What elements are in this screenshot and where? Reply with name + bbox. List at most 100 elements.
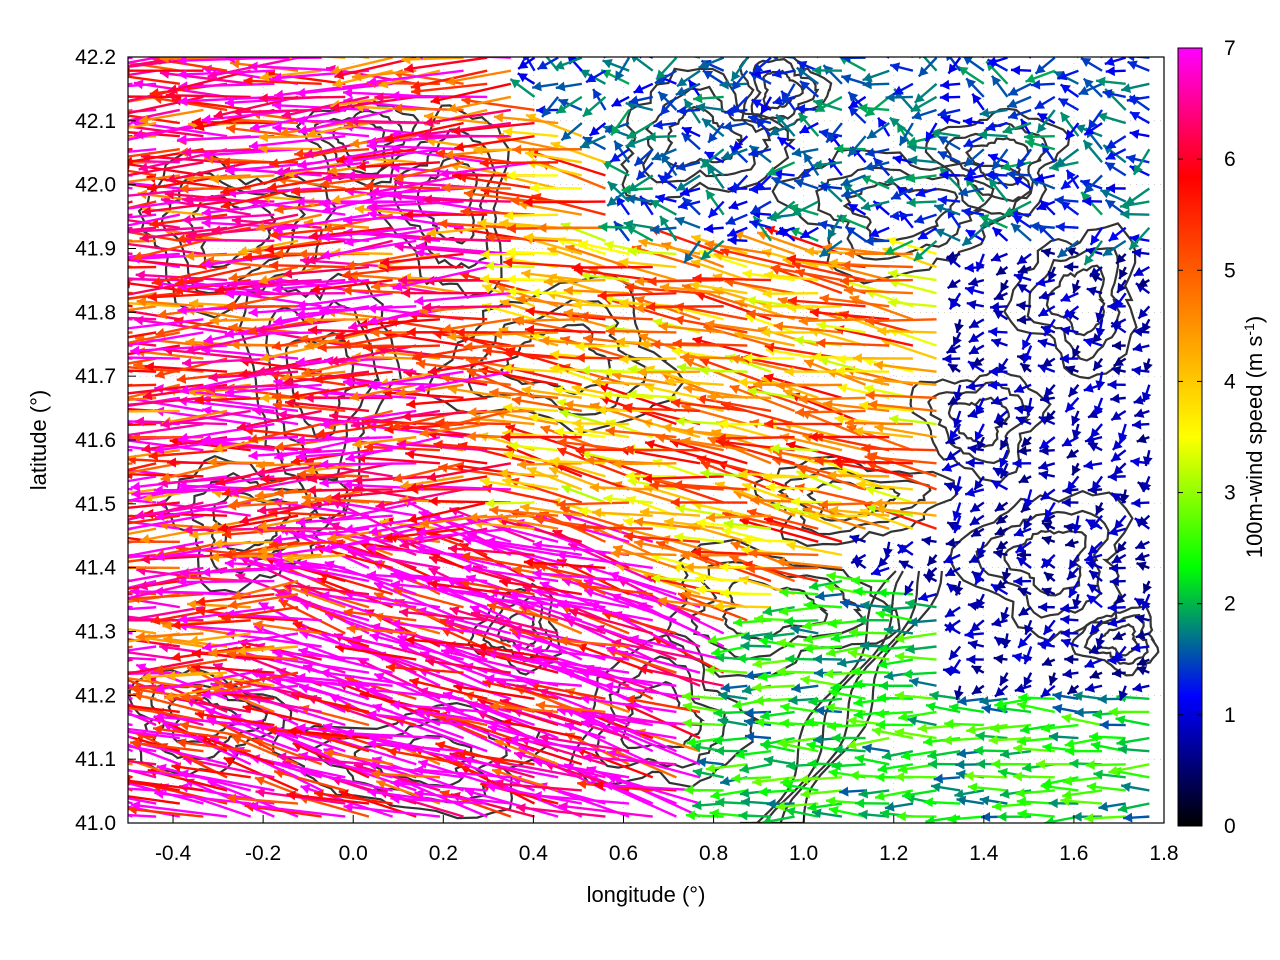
wind-vector-head <box>664 517 674 528</box>
wind-vector-head <box>807 802 817 813</box>
wind-vector-shaft <box>399 475 464 488</box>
wind-vector-head <box>879 808 890 819</box>
wind-vector-head <box>1040 393 1050 404</box>
wind-vector-head <box>994 526 1006 536</box>
wind-vector-head <box>603 493 613 504</box>
wind-vector-shaft <box>739 518 819 543</box>
wind-vector-shaft <box>605 646 701 674</box>
wind-vector-head <box>875 791 885 801</box>
wind-vector-head <box>1040 490 1051 500</box>
wind-vector-head <box>1013 743 1023 754</box>
wind-vector-shaft <box>554 462 630 491</box>
wind-vector-head <box>674 532 684 543</box>
wind-vector-shaft <box>128 439 204 452</box>
terrain-contour <box>975 509 1110 619</box>
wind-vector-head <box>786 541 797 551</box>
wind-vector-head <box>851 554 862 564</box>
wind-vector-head <box>898 711 908 722</box>
wind-vector-shaft <box>229 693 322 714</box>
wind-vector-head <box>367 787 377 798</box>
terrain-contour <box>690 560 865 661</box>
wind-vector-shaft <box>231 579 299 599</box>
wind-vector-head <box>875 504 886 515</box>
wind-vector-head <box>876 692 887 703</box>
wind-vector-head <box>594 780 604 791</box>
wind-vector-head <box>467 369 478 379</box>
wind-vector-head <box>681 590 692 600</box>
wind-vector-shaft <box>323 750 393 766</box>
wind-vector-head <box>860 600 870 611</box>
wind-vector-head <box>1042 638 1052 649</box>
wind-vector-head <box>1088 544 1099 555</box>
wind-vector-head <box>462 563 472 574</box>
wind-vector-head <box>435 741 446 751</box>
wind-vector-head <box>707 436 718 446</box>
wind-vector-head <box>827 618 838 629</box>
wind-vector-shaft <box>128 383 157 387</box>
wind-vector-head <box>343 728 353 739</box>
wind-vector-shaft <box>177 399 275 413</box>
wind-vector-head <box>991 480 1002 490</box>
wind-vector-head <box>579 581 589 592</box>
wind-vector-shaft <box>479 161 559 165</box>
wind-vector-head <box>559 408 570 419</box>
wind-vector-shaft <box>128 498 157 504</box>
wind-vector-head <box>993 654 1004 664</box>
wind-vector-head <box>849 770 859 781</box>
wind-vector-head <box>1048 798 1058 809</box>
wind-vector-head <box>956 769 966 780</box>
wind-vector-shaft <box>439 409 512 429</box>
wind-vector-head <box>680 550 690 561</box>
wind-vector-head <box>517 459 527 470</box>
wind-vector-head <box>785 653 795 664</box>
wind-vector-head <box>130 683 140 694</box>
wind-vector-shaft <box>518 603 606 635</box>
wind-vector-head <box>1095 637 1106 649</box>
wind-vector-head <box>1090 741 1101 751</box>
wind-vector-shaft <box>559 506 630 530</box>
wind-vector-head <box>758 636 769 647</box>
wind-vector-shaft <box>556 501 630 506</box>
wind-vector-shaft <box>128 656 157 661</box>
wind-vector-head <box>711 647 722 657</box>
wind-vector-shaft <box>275 593 370 622</box>
wind-vector-head <box>716 433 726 444</box>
wind-vector-shaft <box>390 621 488 635</box>
wind-vector-head <box>485 498 495 509</box>
wind-vector-head <box>449 606 460 616</box>
wind-vector-head <box>905 598 915 609</box>
wind-vector-head <box>349 391 360 402</box>
wind-vector-head <box>974 574 984 585</box>
wind-vector-head <box>868 399 878 410</box>
wind-vector-head <box>707 634 718 645</box>
wind-vector-shaft <box>319 593 417 609</box>
wind-vector-head <box>407 482 418 493</box>
wind-vector-head <box>720 588 730 599</box>
wind-vector-shaft <box>482 680 559 701</box>
wind-vector-head <box>520 502 530 513</box>
wind-vector-shaft <box>176 740 251 753</box>
wind-vector-shaft <box>509 737 606 753</box>
wind-vector-head <box>763 755 774 766</box>
wind-vector-head <box>485 673 495 684</box>
wind-vector-shaft <box>580 696 677 714</box>
wind-vector-shaft <box>242 705 322 727</box>
wind-vector-shaft <box>473 521 535 530</box>
wind-vector-shaft <box>478 368 559 386</box>
wind-vector-shaft <box>304 318 369 322</box>
wind-vector-head <box>1115 715 1126 726</box>
wind-vector-shaft <box>390 94 488 99</box>
wind-vector-head <box>527 466 538 477</box>
wind-vector-head <box>505 424 516 434</box>
wind-vector-shaft <box>357 657 441 700</box>
wind-vector-head <box>533 757 544 768</box>
wind-vector-head <box>487 601 497 612</box>
wind-vector-head <box>809 511 819 522</box>
wind-vector-shaft <box>315 422 393 437</box>
wind-vector-shaft <box>128 590 157 596</box>
wind-vector-shaft <box>414 709 512 727</box>
wind-vector-head <box>944 481 955 492</box>
wind-vector-head <box>981 704 992 715</box>
wind-vector-shaft <box>335 645 417 661</box>
wind-vector-head <box>828 805 839 816</box>
